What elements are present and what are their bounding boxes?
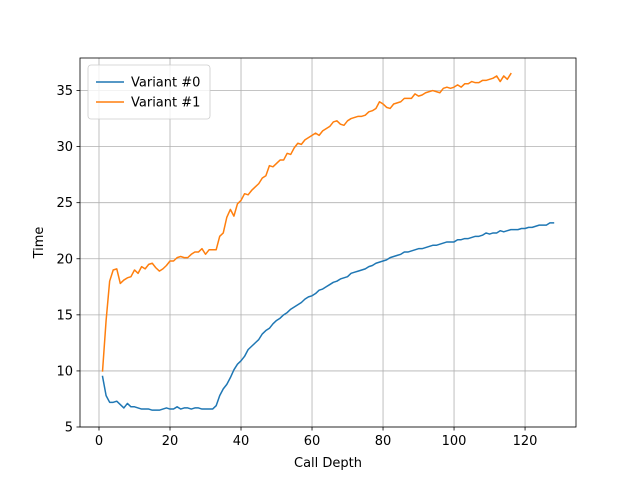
- ticks: 0 20 40 60 80 100 120 5 10 15 20 25 30 35: [56, 84, 537, 449]
- y-tick-label: 20: [56, 252, 73, 267]
- legend-label: Variant #0: [131, 76, 200, 91]
- x-tick-label: 40: [233, 434, 250, 449]
- y-tick-label: 35: [56, 84, 73, 99]
- y-tick-label: 5: [65, 421, 73, 436]
- y-tick-label: 15: [56, 308, 73, 323]
- series-line: [101, 72, 512, 372]
- series-line: [101, 222, 555, 411]
- plot-lines: [101, 72, 555, 411]
- x-tick-label: 80: [375, 434, 392, 449]
- y-tick-label: 10: [56, 364, 73, 379]
- x-axis-label: Call Depth: [294, 456, 362, 471]
- y-tick-label: 30: [56, 140, 73, 155]
- x-tick-label: 60: [304, 434, 321, 449]
- legend-label: Variant #1: [131, 96, 200, 111]
- x-tick-label: 0: [95, 434, 103, 449]
- y-tick-label: 25: [56, 196, 73, 211]
- axes-frame: [79, 57, 577, 428]
- y-axis-label: Time: [32, 227, 47, 260]
- x-tick-label: 20: [162, 434, 179, 449]
- x-tick-label: 100: [442, 434, 467, 449]
- legend-box: [87, 64, 211, 120]
- legend: Variant #0 Variant #1: [87, 64, 211, 120]
- x-tick-label: 120: [513, 434, 538, 449]
